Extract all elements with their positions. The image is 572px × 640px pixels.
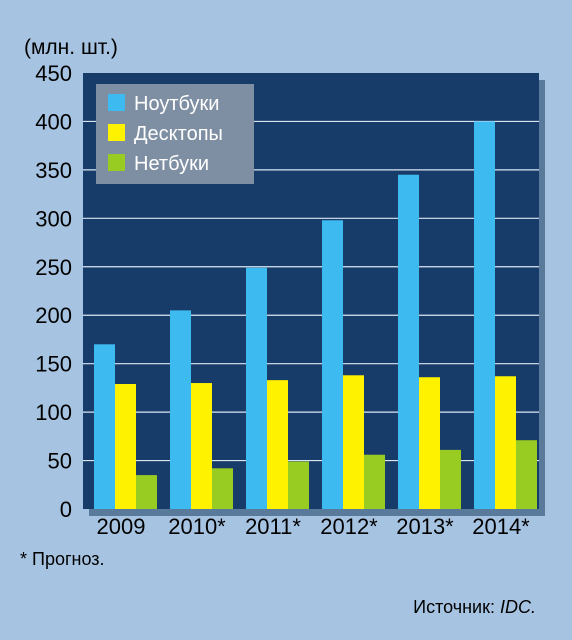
x-axis-tick-labels: 2009 2010* 2011* 2012* 2013* 2014*: [97, 514, 531, 539]
x-tick-label: 2013*: [396, 514, 454, 539]
legend-swatch-notebooks: [108, 94, 125, 111]
y-tick-label: 50: [48, 449, 72, 474]
bar-netbooks-0: [136, 475, 157, 509]
bar-notebooks-3: [322, 220, 343, 509]
y-tick-label: 400: [35, 109, 72, 134]
x-tick-label: 2014*: [472, 514, 530, 539]
legend-label-netbooks: Нетбуки: [134, 153, 209, 175]
y-tick-label: 450: [35, 61, 72, 86]
y-tick-label: 0: [60, 497, 72, 522]
y-tick-label: 200: [35, 303, 72, 328]
bar-desktops-5: [495, 376, 516, 509]
bar-netbooks-4: [440, 449, 461, 509]
bar-notebooks-0: [94, 344, 115, 509]
legend-label-desktops: Десктопы: [134, 123, 223, 145]
legend-swatch-desktops: [108, 124, 125, 141]
forecast-footnote: * Прогноз.: [20, 549, 105, 569]
bars: [94, 121, 537, 509]
bar-netbooks-5: [516, 440, 537, 509]
y-axis-tick-labels: 0 50 100 150 200 250 300 350 400 450: [35, 61, 72, 522]
y-tick-label: 250: [35, 255, 72, 280]
bar-netbooks-2: [288, 461, 309, 509]
bar-netbooks-3: [364, 454, 385, 509]
legend-label-notebooks: Ноутбуки: [134, 93, 219, 115]
bar-netbooks-1: [212, 468, 233, 509]
bar-desktops-3: [343, 375, 364, 509]
y-tick-label: 300: [35, 206, 72, 231]
x-tick-label: 2010*: [168, 514, 226, 539]
legend-swatch-netbooks: [108, 154, 125, 171]
y-tick-label: 150: [35, 352, 72, 377]
x-tick-label: 2011*: [245, 514, 301, 539]
source-name: IDC.: [500, 597, 536, 617]
y-tick-label: 100: [35, 400, 72, 425]
x-tick-label: 2012*: [320, 514, 378, 539]
bar-desktops-4: [419, 377, 440, 509]
x-tick-label: 2009: [97, 514, 146, 539]
bar-notebooks-2: [246, 267, 267, 509]
bar-notebooks-4: [398, 174, 419, 509]
source-prefix: Источник:: [413, 597, 500, 617]
legend: Ноутбуки Десктопы Нетбуки: [96, 84, 254, 184]
bar-notebooks-5: [474, 121, 495, 509]
bar-desktops-2: [267, 380, 288, 509]
bar-notebooks-1: [170, 310, 191, 509]
y-tick-label: 350: [35, 158, 72, 183]
bar-desktops-0: [115, 384, 136, 509]
bar-desktops-1: [191, 383, 212, 509]
y-axis-label: (млн. шт.): [24, 36, 118, 59]
source-note: Источник: IDC.: [413, 597, 536, 618]
